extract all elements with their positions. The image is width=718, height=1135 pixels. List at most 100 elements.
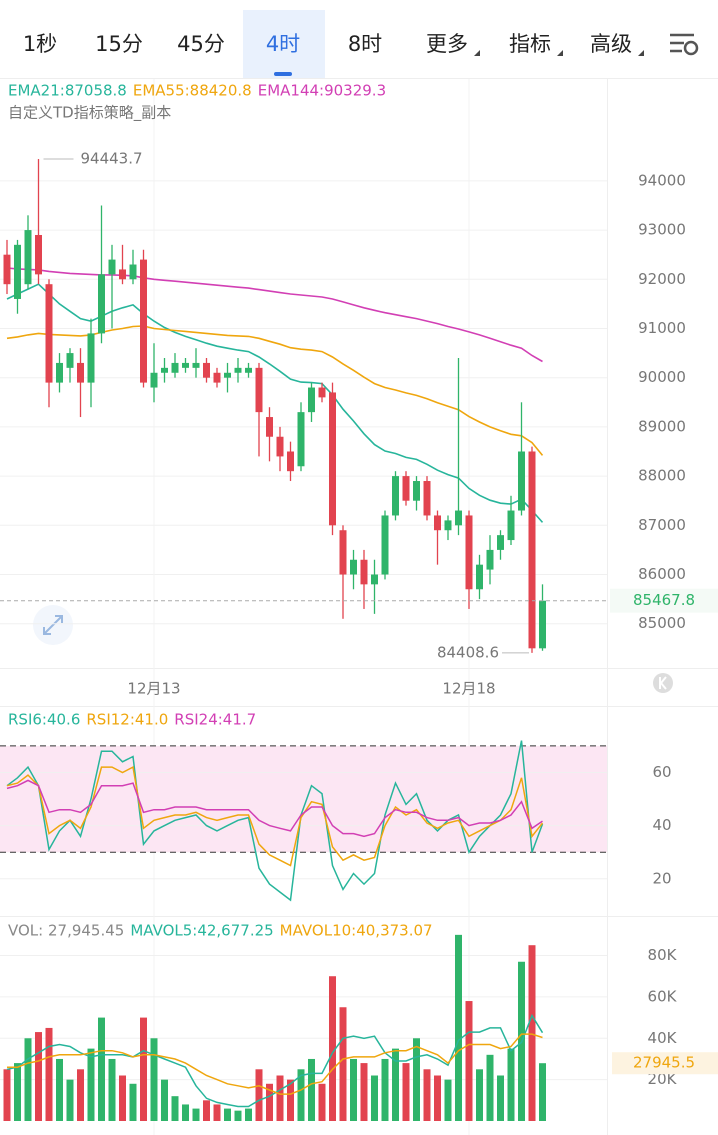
candle-body bbox=[150, 372, 158, 388]
y-tick-label: 60K bbox=[648, 987, 678, 1005]
volume-bar bbox=[35, 1032, 42, 1121]
candle-body bbox=[56, 362, 63, 383]
y-tick-label: 60 bbox=[652, 763, 671, 781]
volume-bar bbox=[234, 1110, 242, 1121]
legend-entry: RSI6:40.6 bbox=[8, 711, 80, 729]
volume-bar bbox=[45, 1027, 53, 1121]
y-tick-label: 91000 bbox=[638, 319, 686, 337]
settings-icon[interactable] bbox=[670, 33, 699, 56]
volume-bar bbox=[245, 1108, 252, 1121]
candle-body bbox=[192, 362, 200, 368]
last-price-label: 85467.8 bbox=[633, 591, 695, 609]
menu[interactable]: 更多 bbox=[426, 32, 468, 56]
candle-body bbox=[528, 451, 536, 649]
candle-body bbox=[518, 451, 525, 511]
candle-body bbox=[234, 367, 242, 373]
last-volume-box bbox=[612, 1052, 718, 1075]
tab[interactable]: 4时 bbox=[266, 32, 300, 56]
volume-bar bbox=[24, 1038, 32, 1121]
volume-bar bbox=[182, 1104, 189, 1121]
volume-bar bbox=[423, 1069, 431, 1121]
candle-body bbox=[224, 372, 231, 378]
indicator-line bbox=[7, 1033, 543, 1095]
menu[interactable]: 高级 bbox=[590, 32, 632, 56]
candle-body bbox=[24, 230, 32, 285]
candle-body bbox=[161, 367, 168, 373]
volume-bar bbox=[455, 934, 462, 1121]
volume-bar bbox=[381, 1058, 389, 1121]
candle-body bbox=[476, 564, 483, 590]
candle-body bbox=[507, 510, 515, 541]
volume-bar bbox=[465, 1001, 473, 1121]
volume-bar bbox=[87, 1048, 95, 1121]
reset-icon[interactable] bbox=[653, 673, 673, 693]
last-volume-label: 27945.5 bbox=[633, 1054, 695, 1072]
tab[interactable]: 45分 bbox=[177, 32, 225, 56]
indicator-line bbox=[6, 1013, 544, 1108]
volume-bar bbox=[224, 1108, 231, 1121]
expand-icon[interactable] bbox=[33, 605, 73, 645]
candle-body bbox=[318, 387, 326, 398]
volume-bar bbox=[371, 1075, 378, 1121]
tab[interactable]: 15分 bbox=[95, 32, 143, 56]
tab-highlight bbox=[243, 10, 325, 78]
tab[interactable]: 1秒 bbox=[23, 32, 57, 56]
volume-bar bbox=[192, 1108, 200, 1121]
tab[interactable]: 8时 bbox=[348, 32, 382, 56]
volume-bar bbox=[255, 1069, 263, 1121]
volume-bar bbox=[98, 1017, 105, 1121]
rsi-band bbox=[0, 745, 607, 853]
volume-bar bbox=[507, 1048, 515, 1121]
x-tick-label: 12月13 bbox=[127, 680, 180, 698]
legend-entry: RSI24:41.7 bbox=[174, 711, 256, 729]
y-tick-label: 94000 bbox=[638, 171, 686, 189]
volume-bar bbox=[308, 1058, 315, 1121]
candle-body bbox=[423, 481, 431, 516]
volume-bar bbox=[486, 1054, 494, 1121]
volume-bar bbox=[392, 1048, 399, 1121]
volume-bar bbox=[129, 1083, 137, 1121]
legend-entry: EMA144:90329.3 bbox=[258, 82, 386, 100]
candle-body bbox=[3, 254, 11, 285]
candle-body bbox=[203, 362, 210, 378]
volume-bar bbox=[56, 1058, 63, 1121]
indicator-line bbox=[6, 325, 544, 456]
candle-body bbox=[497, 535, 504, 550]
volume-bar bbox=[3, 1069, 11, 1121]
legend-entry: RSI12:41.0 bbox=[86, 711, 168, 729]
volume-bar bbox=[66, 1079, 74, 1121]
candle-body bbox=[129, 264, 137, 280]
volume-bar bbox=[108, 1058, 116, 1121]
legend-entry: MAVOL5:42,677.25 bbox=[130, 922, 273, 940]
candle-body bbox=[297, 412, 305, 467]
candle-body bbox=[87, 333, 95, 383]
indicator-line bbox=[6, 740, 544, 902]
menu-caret bbox=[638, 50, 644, 56]
candle-body bbox=[119, 269, 126, 280]
candle-body bbox=[66, 353, 74, 368]
tab-underline bbox=[274, 72, 292, 76]
candle-body bbox=[413, 481, 420, 501]
menu-caret bbox=[557, 50, 563, 56]
menu-caret bbox=[474, 50, 480, 56]
candle-body bbox=[45, 284, 53, 383]
candle-body bbox=[213, 372, 221, 383]
y-tick-label: 20 bbox=[652, 869, 671, 887]
candle-body bbox=[266, 417, 273, 437]
candle-body bbox=[14, 244, 21, 299]
indicator-line bbox=[6, 765, 544, 867]
candle-body bbox=[434, 515, 441, 531]
candle-body bbox=[140, 259, 147, 383]
candle-body bbox=[455, 510, 462, 526]
volume-bar bbox=[14, 1063, 21, 1121]
indicator-line bbox=[6, 779, 543, 838]
candle-body bbox=[98, 274, 105, 334]
y-tick-label: 40 bbox=[652, 816, 671, 834]
candle-body bbox=[255, 367, 263, 413]
y-tick-label: 80K bbox=[648, 946, 678, 964]
menu[interactable]: 指标 bbox=[509, 32, 551, 56]
volume-bar bbox=[402, 1063, 410, 1121]
candle-body bbox=[182, 362, 189, 368]
